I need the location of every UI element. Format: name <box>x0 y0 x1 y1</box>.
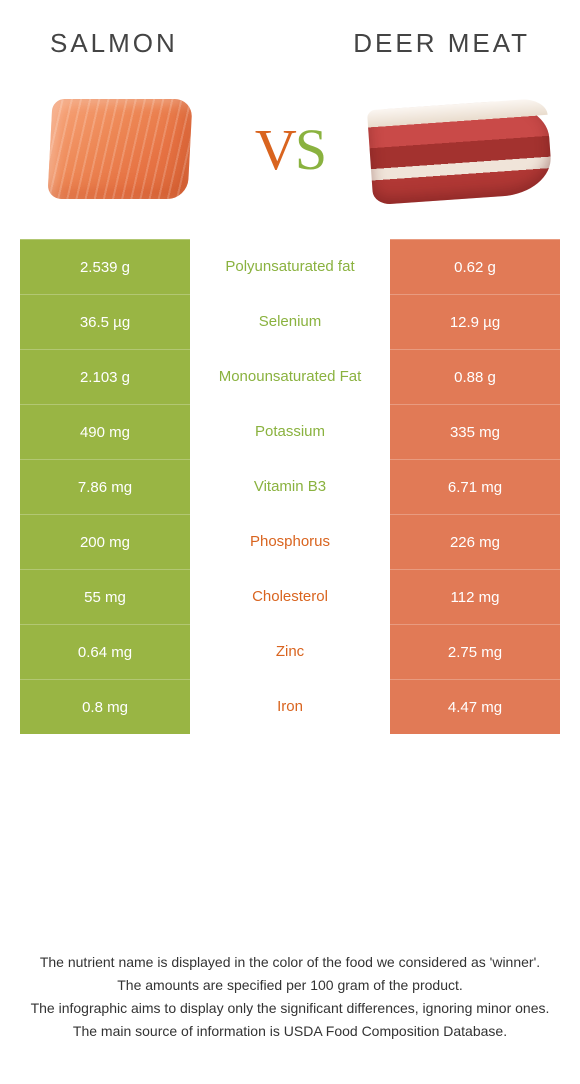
right-value: 226 mg <box>390 514 560 569</box>
nutrient-label: Polyunsaturated fat <box>190 239 390 294</box>
header: SALMON DEER MEAT <box>0 0 580 69</box>
nutrient-label: Selenium <box>190 294 390 349</box>
table-row: 0.8 mgIron4.47 mg <box>20 679 560 734</box>
left-value: 36.5 µg <box>20 294 190 349</box>
salmon-image <box>30 89 210 209</box>
table-row: 36.5 µgSelenium12.9 µg <box>20 294 560 349</box>
left-value: 0.8 mg <box>20 679 190 734</box>
table-row: 2.103 gMonounsaturated Fat0.88 g <box>20 349 560 404</box>
right-value: 4.47 mg <box>390 679 560 734</box>
footer-line: The infographic aims to display only the… <box>24 998 556 1019</box>
left-value: 7.86 mg <box>20 459 190 514</box>
table-row: 2.539 gPolyunsaturated fat0.62 g <box>20 239 560 294</box>
footer-line: The nutrient name is displayed in the co… <box>24 952 556 973</box>
deer-image <box>370 89 550 209</box>
left-value: 2.103 g <box>20 349 190 404</box>
nutrient-label: Vitamin B3 <box>190 459 390 514</box>
nutrient-label: Iron <box>190 679 390 734</box>
nutrient-label: Cholesterol <box>190 569 390 624</box>
nutrient-label: Phosphorus <box>190 514 390 569</box>
right-value: 0.88 g <box>390 349 560 404</box>
footer-notes: The nutrient name is displayed in the co… <box>0 952 580 1044</box>
comparison-table: 2.539 gPolyunsaturated fat0.62 g36.5 µgS… <box>20 239 560 734</box>
right-value: 335 mg <box>390 404 560 459</box>
vs-label: VS <box>255 116 325 183</box>
table-row: 7.86 mgVitamin B36.71 mg <box>20 459 560 514</box>
title-left: SALMON <box>50 28 178 59</box>
footer-line: The amounts are specified per 100 gram o… <box>24 975 556 996</box>
nutrient-label: Monounsaturated Fat <box>190 349 390 404</box>
left-value: 2.539 g <box>20 239 190 294</box>
table-row: 200 mgPhosphorus226 mg <box>20 514 560 569</box>
table-row: 490 mgPotassium335 mg <box>20 404 560 459</box>
right-value: 0.62 g <box>390 239 560 294</box>
right-value: 2.75 mg <box>390 624 560 679</box>
vs-s: S <box>295 117 325 182</box>
right-value: 6.71 mg <box>390 459 560 514</box>
right-value: 112 mg <box>390 569 560 624</box>
vs-v: V <box>255 117 295 182</box>
left-value: 200 mg <box>20 514 190 569</box>
images-row: VS <box>0 69 580 239</box>
nutrient-label: Potassium <box>190 404 390 459</box>
title-right: DEER MEAT <box>353 28 530 59</box>
footer-line: The main source of information is USDA F… <box>24 1021 556 1042</box>
left-value: 0.64 mg <box>20 624 190 679</box>
right-value: 12.9 µg <box>390 294 560 349</box>
table-row: 55 mgCholesterol112 mg <box>20 569 560 624</box>
nutrient-label: Zinc <box>190 624 390 679</box>
left-value: 490 mg <box>20 404 190 459</box>
table-row: 0.64 mgZinc2.75 mg <box>20 624 560 679</box>
left-value: 55 mg <box>20 569 190 624</box>
